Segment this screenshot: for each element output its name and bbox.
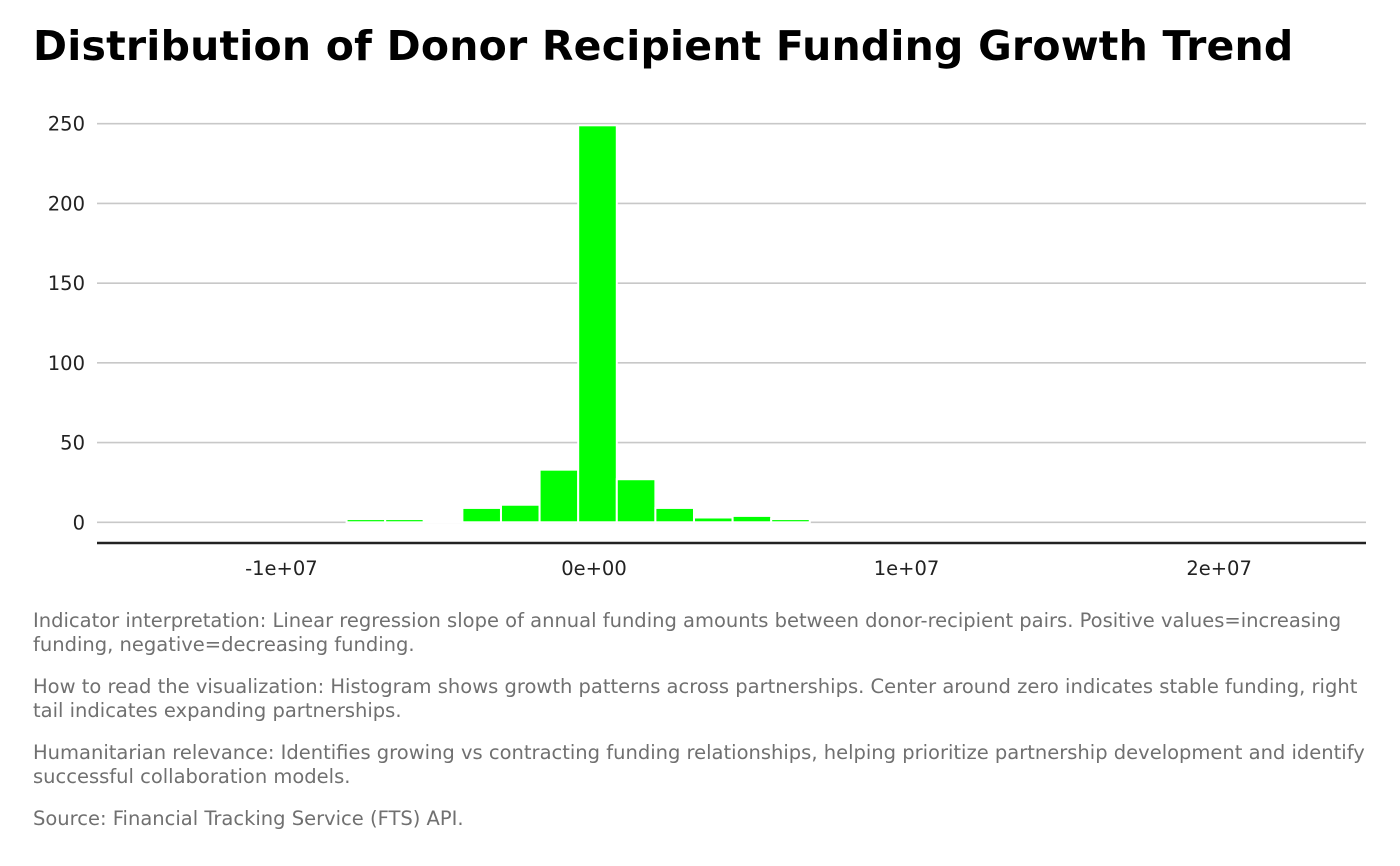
histogram-bar <box>731 514 773 524</box>
histogram-bar <box>345 518 387 524</box>
histogram-bar <box>384 518 425 524</box>
x-tick-label: 0e+00 <box>561 557 627 580</box>
caption-humanitarian-relevance: Humanitarian relevance: Identifies growi… <box>33 741 1365 788</box>
y-tick-label: 150 <box>48 272 85 295</box>
x-tick-label: -1e+07 <box>245 557 318 580</box>
x-axis-ticks: -1e+07 0e+00 1e+07 2e+07 <box>245 557 1252 580</box>
y-tick-label: 100 <box>48 352 85 375</box>
caption-indicator-interpretation: Indicator interpretation: Linear regress… <box>33 609 1342 656</box>
histogram-bar <box>654 506 695 524</box>
histogram-bar <box>538 468 580 524</box>
y-tick-label: 50 <box>60 432 85 455</box>
histogram-bar <box>461 506 502 524</box>
gridlines <box>97 122 1366 524</box>
histogram-bar <box>577 124 618 524</box>
chart-title: Distribution of Donor Recipient Funding … <box>33 22 1294 70</box>
caption-block: Indicator interpretation: Linear regress… <box>33 609 1373 849</box>
caption-how-to-read: How to read the visualization: Histogram… <box>33 675 1358 722</box>
x-tick-label: 2e+07 <box>1186 557 1252 580</box>
caption-source: Source: Financial Tracking Service (FTS)… <box>33 807 464 830</box>
histogram-bar <box>770 518 811 524</box>
histogram-bar <box>499 503 541 524</box>
y-axis-ticks: 0 50 100 150 200 250 <box>48 113 85 535</box>
histogram-chart: 0 50 100 150 200 250 -1e+07 0e+00 1e+07 2e+07 <box>48 113 1366 580</box>
histogram-bar <box>692 516 734 524</box>
x-tick-label: 1e+07 <box>874 557 940 580</box>
histogram-bar <box>615 478 657 524</box>
histogram-bar <box>422 519 464 524</box>
y-tick-label: 200 <box>48 192 85 215</box>
histogram-bars <box>345 124 811 524</box>
y-tick-label: 250 <box>48 113 85 136</box>
y-tick-label: 0 <box>73 511 85 534</box>
